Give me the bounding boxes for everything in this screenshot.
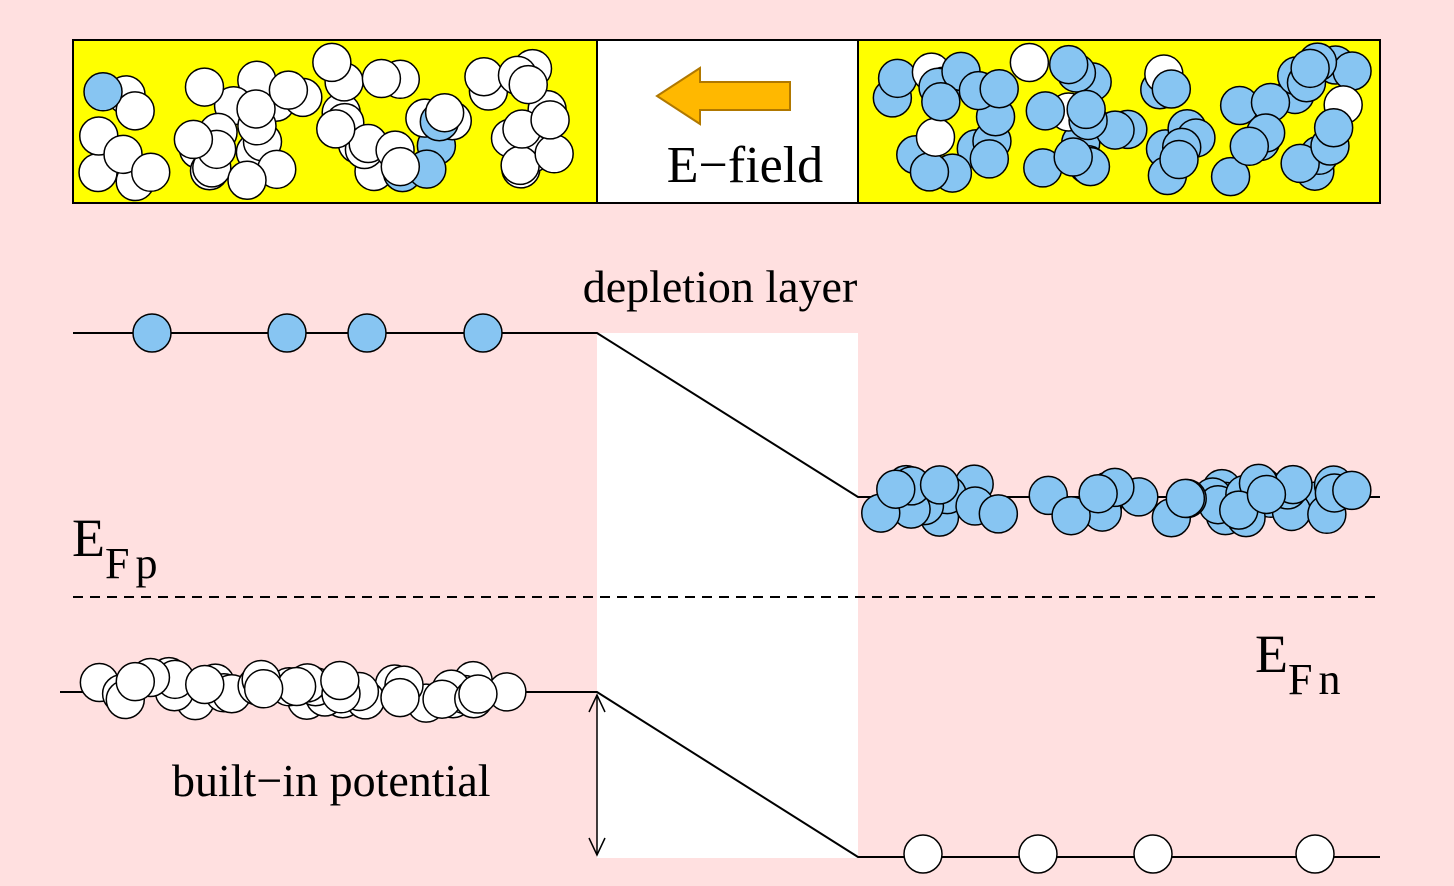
hole — [362, 60, 400, 98]
electron — [1054, 138, 1092, 176]
electron — [348, 314, 386, 352]
hole — [904, 835, 942, 873]
fermi-n-sub: Fn — [1288, 655, 1346, 704]
electron — [133, 314, 171, 352]
depletion-region — [597, 333, 858, 858]
electron — [979, 495, 1017, 533]
electron — [1247, 475, 1285, 513]
hole — [1010, 43, 1048, 81]
electron — [910, 153, 948, 191]
hole — [381, 679, 419, 717]
electron — [1333, 471, 1371, 509]
electron — [268, 314, 306, 352]
hole — [426, 94, 464, 132]
hole — [228, 161, 266, 199]
electron — [1166, 479, 1204, 517]
electron — [879, 59, 917, 97]
built-in-label: built−in potential — [172, 755, 491, 806]
hole — [459, 675, 497, 713]
electron — [1067, 90, 1105, 128]
hole — [1296, 835, 1334, 873]
hole — [531, 101, 569, 139]
electron — [1079, 475, 1117, 513]
electron — [970, 140, 1008, 178]
electron — [1230, 127, 1268, 165]
electron — [922, 83, 960, 121]
hole — [245, 670, 283, 708]
hole — [313, 43, 351, 81]
hole — [278, 668, 316, 706]
hole — [237, 90, 275, 128]
electron — [980, 70, 1018, 108]
field-label: E−field — [667, 137, 823, 194]
electron — [1291, 49, 1329, 87]
electron — [1160, 141, 1198, 179]
depletion-label: depletion layer — [583, 261, 858, 312]
hole — [535, 135, 573, 173]
electron — [1315, 109, 1353, 147]
electron — [84, 73, 122, 111]
hole — [916, 118, 954, 156]
hole — [1019, 835, 1057, 873]
hole — [509, 66, 547, 104]
hole — [1134, 835, 1172, 873]
diagram: E−field depletion layer EFp EFn built−in… — [0, 0, 1454, 886]
electron — [1152, 70, 1190, 108]
hole — [132, 153, 170, 191]
hole — [321, 662, 359, 700]
fermi-n-main: E — [1255, 624, 1288, 684]
hole — [174, 120, 212, 158]
electron — [1050, 46, 1088, 84]
hole — [465, 58, 503, 96]
hole — [185, 68, 223, 106]
hole — [269, 71, 307, 109]
electron — [877, 470, 915, 508]
hole — [501, 146, 539, 184]
hole — [116, 663, 154, 701]
fermi-p-main: E — [72, 508, 105, 568]
fermi-p-sub: Fp — [105, 539, 163, 588]
hole — [317, 110, 355, 148]
hole — [381, 148, 419, 186]
electron — [1026, 92, 1064, 130]
electron — [1333, 52, 1371, 90]
hole — [186, 665, 224, 703]
electron — [464, 314, 502, 352]
electron — [921, 466, 959, 504]
